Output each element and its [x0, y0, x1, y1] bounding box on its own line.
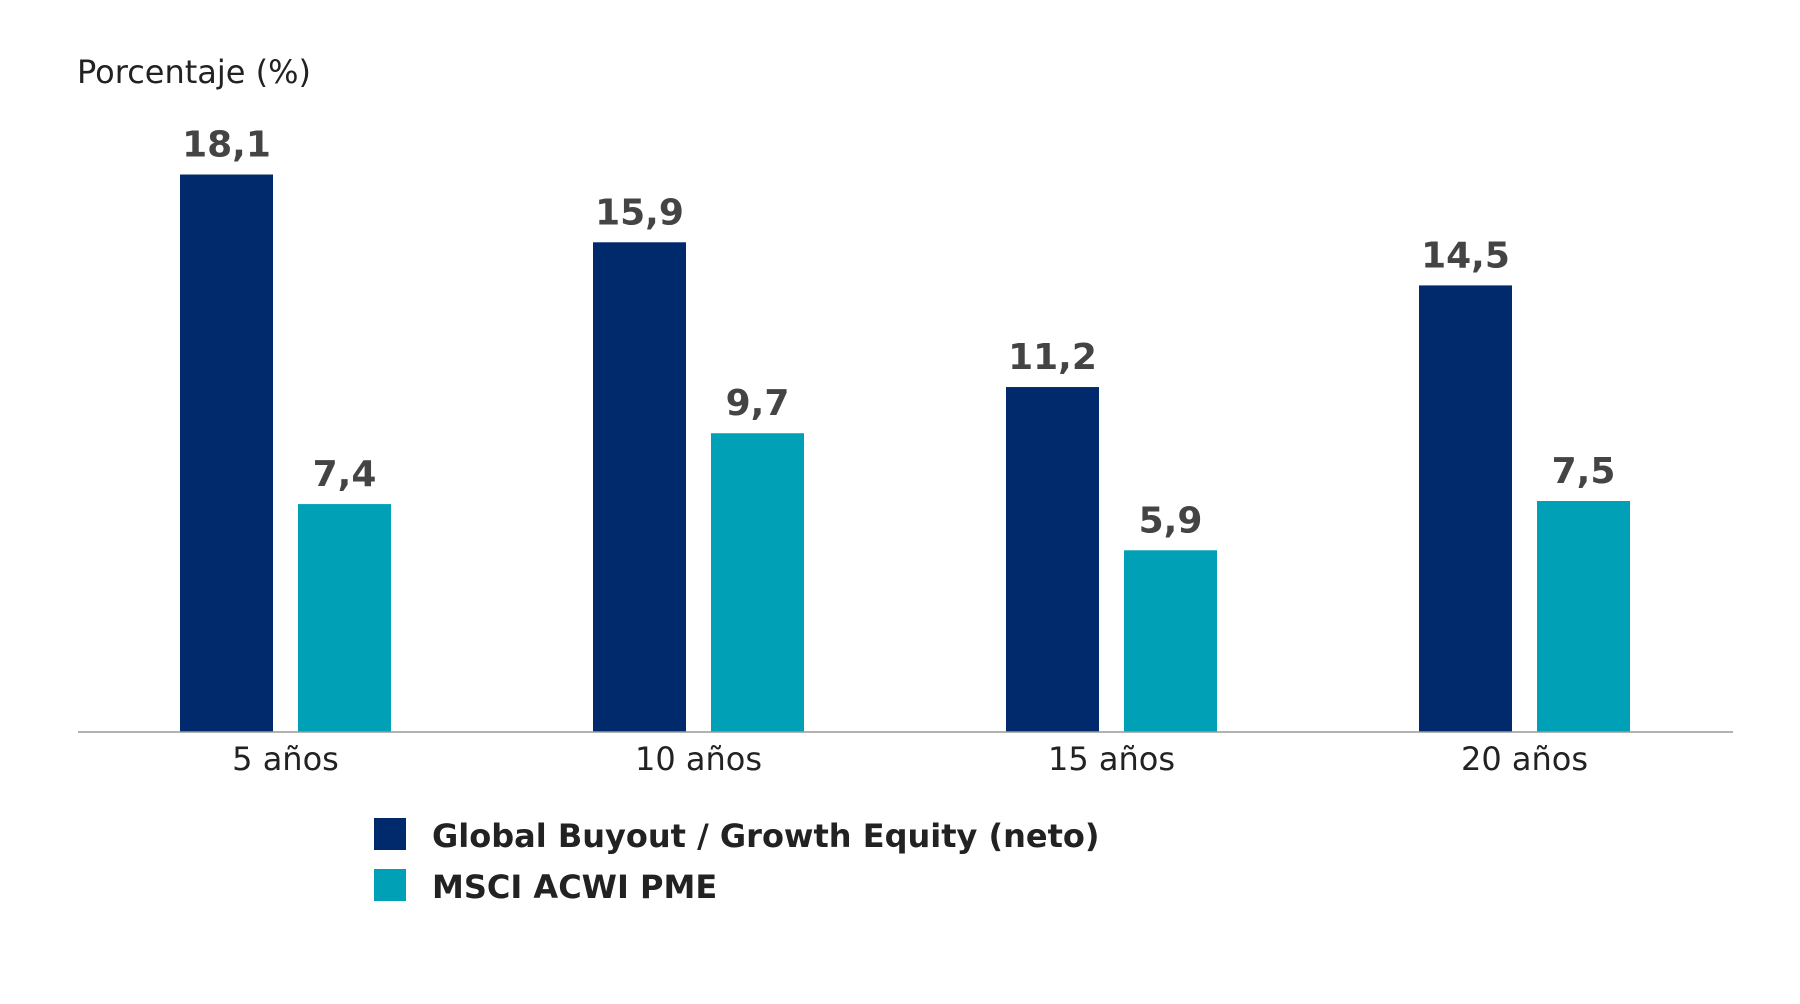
- value-label-msci-acwi-pme-3: 7,5: [1552, 451, 1616, 492]
- value-label-global-buyout-1: 15,9: [595, 192, 684, 233]
- bar-global-buyout-1: [593, 242, 686, 732]
- x-tick-labels: 5 años 10 años 15 años 20 años: [232, 740, 1588, 778]
- x-tick-label-3: 20 años: [1461, 740, 1588, 778]
- x-tick-label-2: 15 años: [1048, 740, 1175, 778]
- value-label-global-buyout-0: 18,1: [182, 125, 271, 166]
- bar-global-buyout-2: [1006, 387, 1099, 732]
- value-label-global-buyout-3: 14,5: [1421, 235, 1510, 276]
- bar-global-buyout-3: [1419, 285, 1512, 732]
- bars-layer: [180, 174, 1630, 732]
- value-label-msci-acwi-pme-1: 9,7: [726, 383, 790, 424]
- legend-swatch-msci-acwi-pme: [374, 869, 406, 901]
- legend-label-global-buyout: Global Buyout / Growth Equity (neto): [432, 817, 1100, 855]
- bar-msci-acwi-pme-2: [1124, 550, 1217, 732]
- x-tick-label-0: 5 años: [232, 740, 339, 778]
- legend-label-msci-acwi-pme: MSCI ACWI PME: [432, 868, 717, 906]
- bar-msci-acwi-pme-0: [298, 504, 391, 732]
- bar-msci-acwi-pme-3: [1537, 501, 1630, 732]
- y-axis-title: Porcentaje (%): [77, 53, 311, 91]
- value-labels-layer: 18,1 7,4 15,9 9,7 11,2 5,9 14,5 7,5: [182, 125, 1615, 542]
- bar-global-buyout-0: [180, 174, 273, 732]
- legend: Global Buyout / Growth Equity (neto) MSCI…: [374, 817, 1100, 906]
- value-label-global-buyout-2: 11,2: [1008, 337, 1097, 378]
- bar-msci-acwi-pme-1: [711, 433, 804, 732]
- x-tick-label-1: 10 años: [635, 740, 762, 778]
- value-label-msci-acwi-pme-2: 5,9: [1139, 500, 1203, 541]
- value-label-msci-acwi-pme-0: 7,4: [313, 454, 377, 495]
- legend-swatch-global-buyout: [374, 818, 406, 850]
